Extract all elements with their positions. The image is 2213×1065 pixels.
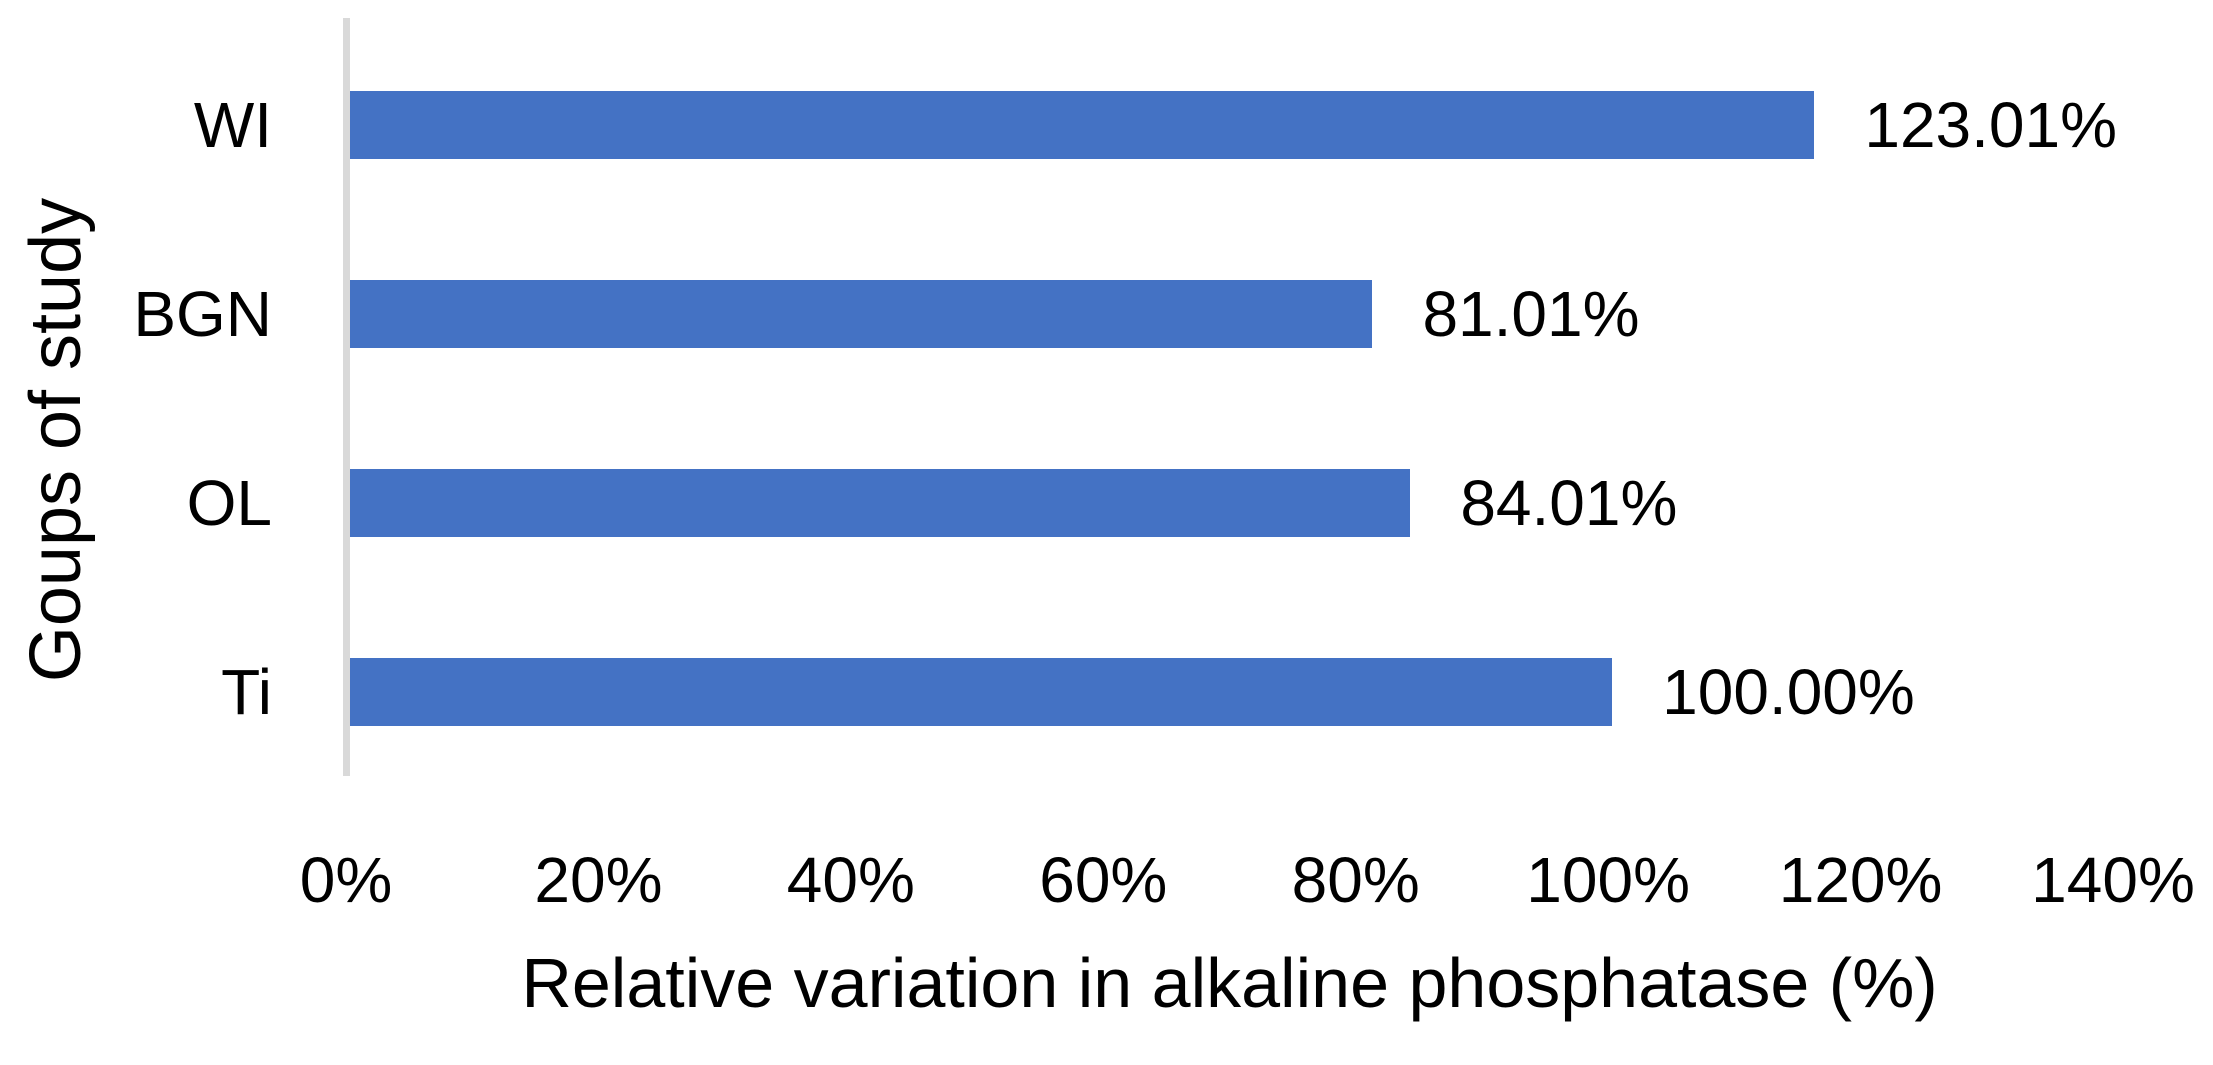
chart-row: WI 123.01% xyxy=(0,30,2213,219)
bar-track: 84.01% xyxy=(350,408,2117,597)
category-label: WI xyxy=(193,88,272,161)
bar xyxy=(350,90,1815,159)
value-label: 100.00% xyxy=(1662,655,1915,728)
category-label: Ti xyxy=(221,655,272,728)
bar-track: 100.00% xyxy=(350,597,2117,786)
bar xyxy=(350,657,1613,726)
bar-track: 81.01% xyxy=(350,219,2117,408)
y-axis-line xyxy=(343,18,350,776)
value-label: 123.01% xyxy=(1864,88,2117,161)
x-tick-label: 120% xyxy=(1778,844,1943,916)
x-tick-label: 80% xyxy=(1291,844,1420,916)
value-label: 84.01% xyxy=(1460,466,1678,539)
bar xyxy=(350,468,1411,537)
chart-row: OL 84.01% xyxy=(0,408,2213,597)
value-label: 81.01% xyxy=(1422,277,1640,350)
plot-area: WI 123.01% BGN 81.01% OL 84.01% Ti 100.00% xyxy=(0,30,2213,786)
chart-row: Ti 100.00% xyxy=(0,597,2213,786)
x-tick-label: 20% xyxy=(534,844,663,916)
x-tick-label: 40% xyxy=(786,844,915,916)
x-tick-label: 100% xyxy=(1526,844,1690,916)
category-label: OL xyxy=(186,466,272,539)
x-tick-label: 0% xyxy=(299,844,393,916)
bar-track: 123.01% xyxy=(350,30,2117,219)
bar xyxy=(350,279,1373,348)
chart-row: BGN 81.01% xyxy=(0,219,2213,408)
category-label: BGN xyxy=(133,277,272,350)
x-tick-label: 140% xyxy=(2031,844,2195,916)
x-axis-ticks: 0% 20% 40% 60% 80% 100% 120% 140% xyxy=(300,844,2195,928)
x-axis-title: Relative variation in alkaline phosphata… xyxy=(521,944,1938,1022)
x-tick-label: 60% xyxy=(1039,844,1168,916)
